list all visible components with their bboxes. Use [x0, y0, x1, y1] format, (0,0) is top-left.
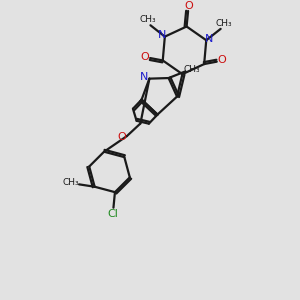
Text: N: N — [140, 73, 148, 82]
Text: N: N — [205, 34, 213, 44]
Text: O: O — [184, 1, 193, 11]
Text: O: O — [117, 132, 126, 142]
Text: O: O — [140, 52, 149, 62]
Text: N: N — [158, 30, 166, 40]
Text: O: O — [218, 56, 226, 65]
Text: CH₃: CH₃ — [183, 64, 200, 74]
Text: CH₃: CH₃ — [215, 19, 232, 28]
Text: CH₃: CH₃ — [62, 178, 79, 188]
Text: Cl: Cl — [107, 209, 118, 219]
Text: CH₃: CH₃ — [139, 15, 156, 24]
